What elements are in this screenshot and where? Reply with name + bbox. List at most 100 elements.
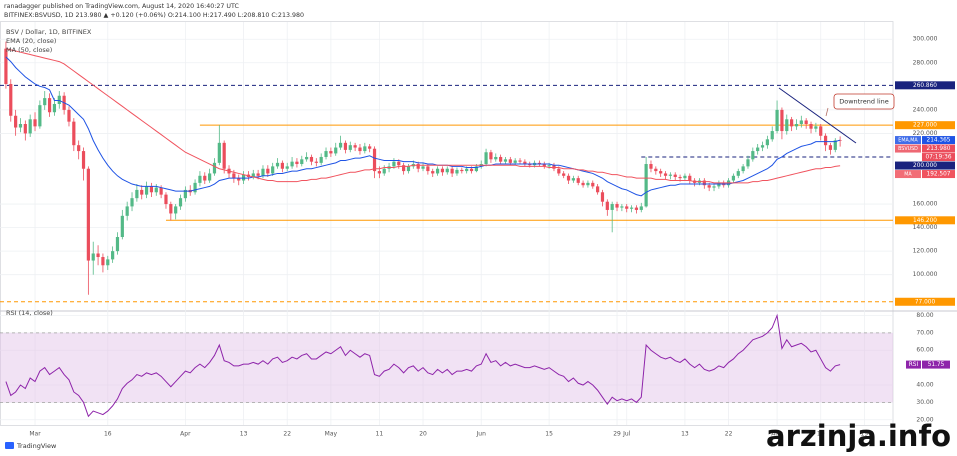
candle-body — [518, 160, 522, 162]
candle-body — [266, 168, 270, 174]
candle-body — [178, 198, 183, 207]
candle-body — [819, 126, 823, 136]
logo-mark — [5, 442, 14, 449]
price-tag — [922, 170, 955, 179]
countdown-text: 07:19:36 — [925, 155, 951, 161]
candle-body — [358, 147, 362, 152]
candle-body — [377, 171, 381, 174]
candle-body — [343, 142, 348, 150]
candle-body — [382, 168, 386, 174]
candle-body — [523, 161, 527, 165]
x-tick-label: Jun — [476, 431, 487, 438]
x-tick-label: May — [325, 431, 338, 438]
candle-body — [828, 145, 833, 150]
y-tick-label: 70.00 — [916, 329, 933, 336]
candle-body — [576, 178, 580, 183]
candle-body — [232, 173, 236, 179]
candle-body — [101, 257, 105, 266]
candle-body — [625, 206, 629, 209]
candle-body — [431, 171, 435, 174]
price-tag-name: MA — [904, 172, 912, 178]
candle-body — [741, 166, 745, 172]
x-tick-label: 22 — [283, 431, 291, 438]
annotation-box — [833, 93, 895, 110]
rsi-tag-text: 51.75 — [928, 362, 945, 368]
candle-body — [14, 115, 18, 128]
candle-body — [208, 173, 212, 181]
price-tag-name-box — [895, 144, 921, 153]
y-tick-label: 160.000 — [913, 201, 938, 208]
x-tick-label: 16 — [104, 431, 112, 438]
x-tick-label: Jul — [622, 431, 631, 438]
level-tag — [895, 81, 955, 90]
candle-body — [683, 175, 687, 179]
candle-body — [756, 147, 760, 152]
candle-body — [426, 166, 430, 172]
candle-body — [494, 156, 498, 160]
chart-title: BSV / Dollar, 1D, BITFINEX — [6, 28, 92, 36]
trendline — [778, 87, 857, 144]
candle-body — [47, 98, 52, 113]
candle-body — [731, 175, 736, 181]
candle-body — [489, 152, 493, 160]
candle-body — [96, 253, 100, 258]
legend-entry: EMA (20, close) — [6, 37, 56, 45]
candle-body — [38, 105, 42, 127]
candle-body — [324, 151, 328, 157]
candle-body — [203, 175, 207, 181]
candle-body — [251, 173, 255, 177]
candle-body — [241, 174, 246, 181]
candle-body — [372, 148, 377, 172]
x-tick-label: 20 — [419, 431, 427, 438]
candle-body — [562, 173, 566, 176]
candle-body — [18, 124, 23, 128]
y-tick-label: 240.000 — [913, 106, 938, 113]
candle-body — [169, 204, 173, 214]
candle-body — [528, 164, 532, 166]
candle-body — [57, 95, 61, 104]
candle-body — [474, 166, 478, 172]
candle-body — [271, 166, 275, 174]
candle-body — [222, 142, 226, 169]
candle-body — [440, 168, 445, 173]
y-tick-label: 120.000 — [913, 248, 938, 255]
candle-body — [338, 142, 343, 148]
candle-body — [508, 159, 512, 163]
candle-body — [833, 140, 837, 150]
rsi-tag-name-box — [906, 360, 921, 369]
candle-body — [115, 237, 120, 252]
publisher-line: ranadagger published on TradingView.com,… — [4, 3, 239, 10]
candle-body — [319, 156, 323, 163]
candle-body — [639, 206, 643, 210]
chart-title: RSI (14, close) — [6, 309, 53, 317]
price-tag-text: 192.507 — [927, 172, 951, 178]
x-tick-label: 15 — [545, 431, 553, 438]
candle-body — [445, 168, 449, 173]
rsi-tag-name: RSI — [909, 362, 919, 368]
candle-body — [770, 131, 774, 140]
candle-body — [537, 162, 542, 165]
price-tag-name: EMA,MA — [898, 138, 918, 144]
candle-body — [363, 146, 367, 152]
candle-body — [421, 166, 425, 169]
candle-body — [174, 206, 178, 214]
rsi-band — [0, 332, 893, 403]
candle-body — [159, 187, 163, 195]
candle-body — [329, 151, 333, 154]
price-tag — [922, 136, 955, 145]
price-tag-name: BSVUSD — [898, 146, 918, 152]
price-tag-text: 214.365 — [927, 138, 951, 144]
level-tag-text: 200.000 — [913, 163, 937, 169]
y-tick-label: 100.000 — [913, 271, 938, 278]
candle-body — [790, 119, 794, 127]
candle-body — [368, 146, 372, 149]
symbol-line: BITFINEX:BSVUSD, 1D 213.980 ▲ +0.120 (+0… — [4, 12, 304, 19]
level-tag — [895, 161, 955, 170]
candle-body — [566, 175, 571, 181]
plot-frame — [0, 21, 894, 426]
candle-body — [620, 206, 624, 208]
x-tick-label: Mar — [29, 431, 41, 438]
candle-body — [513, 160, 517, 163]
candle-body — [237, 178, 241, 181]
